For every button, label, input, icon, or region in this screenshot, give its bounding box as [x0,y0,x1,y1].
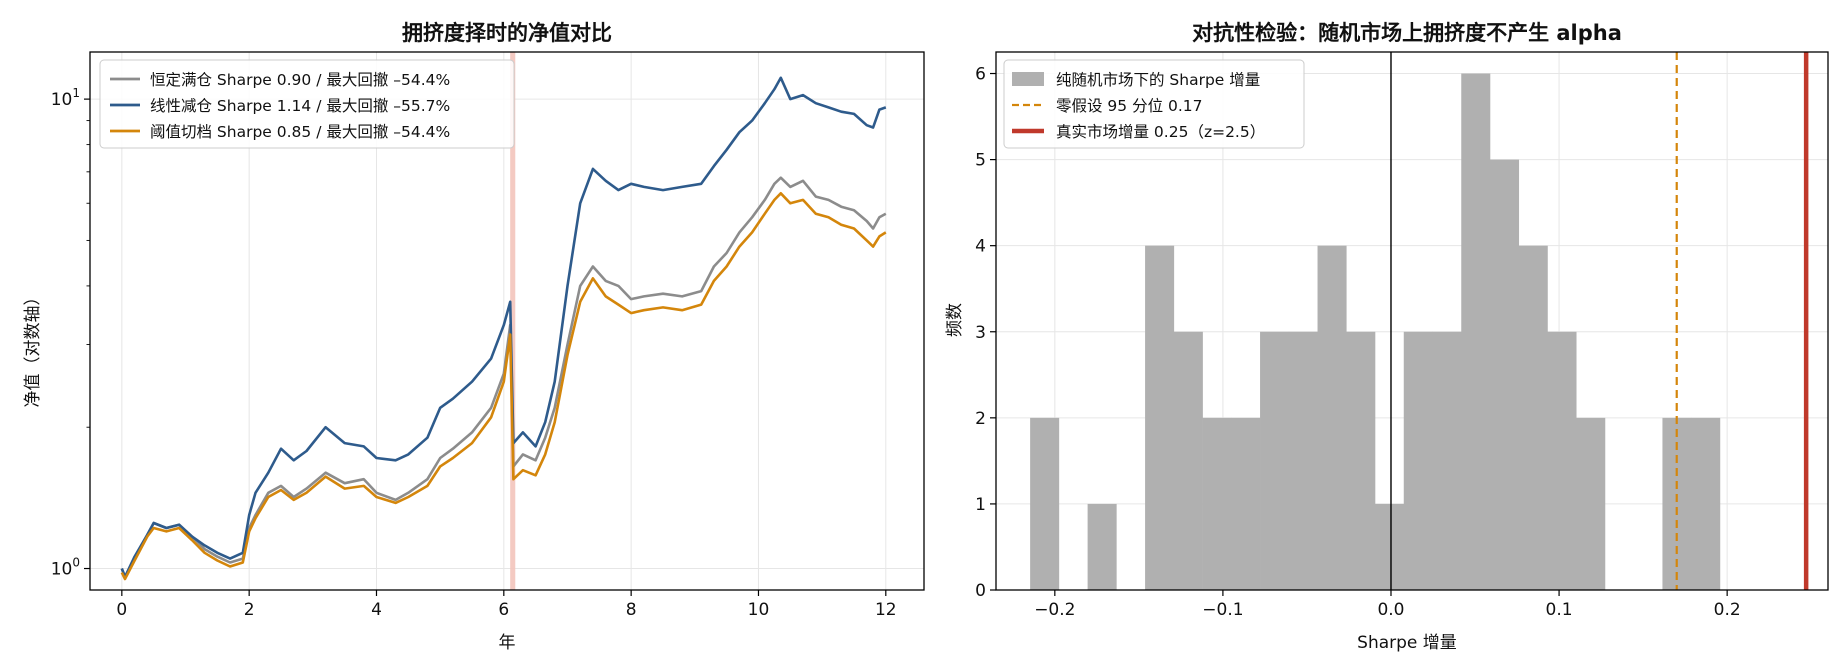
series-line-3 [120,192,887,581]
x-tick-label: 0.1 [1546,600,1573,620]
histogram-bar [1518,245,1548,590]
left-y-axis-label: 净值（对数轴） [23,289,43,408]
line-chart-panel: 0 2 4 6 8 10 12 100 101 拥挤度择时的净值对比 年 净值（对数轴） 恒定… [23,21,925,653]
x-tick-label: 6 [498,600,509,620]
right-y-ticks: 0 1 2 3 4 5 6 [975,65,996,601]
legend-label-2: 零假设 95 分位 0.17 [1056,97,1203,115]
histogram-bar [1173,331,1203,590]
histogram-bar [1489,159,1520,590]
x-tick-label: 0.2 [1714,600,1741,620]
y-tick-label: 5 [975,151,986,171]
histogram-bars [1030,73,1721,590]
left-chart-title: 拥挤度择时的净值对比 [402,21,612,45]
right-y-axis-label: 频数 [945,303,965,337]
histogram-bar [1030,417,1060,590]
left-highlight-band [510,52,516,590]
histogram-bar [1375,503,1405,590]
histogram-bar [1461,73,1491,590]
histogram-bar [1317,245,1347,590]
legend-label-3: 真实市场增量 0.25（z=2.5） [1056,123,1265,141]
right-x-axis-label: Sharpe 增量 [1357,633,1457,653]
legend-label-3: 阈值切档 Sharpe 0.85 / 最大回撤 –54.4% [150,123,450,141]
x-tick-label: 4 [371,600,382,620]
histogram-bar [1432,331,1462,590]
left-y-ticks: 100 101 [51,86,90,580]
legend-label-1: 纯随机市场下的 Sharpe 增量 [1056,71,1260,89]
histogram-bar [1576,417,1606,590]
crash-highlight-band [510,52,516,590]
histogram-bar [1288,331,1318,590]
y-tick-label: 1 [975,495,986,515]
histogram-bar [1403,331,1433,590]
y-tick-label: 6 [975,65,986,85]
left-legend: 恒定满仓 Sharpe 0.90 / 最大回撤 –54.4% 线性减仓 Sharp… [99,59,515,149]
x-tick-label: 10 [748,600,770,620]
histogram-bar [1231,417,1261,590]
y-tick-label: 3 [975,323,986,343]
y-tick-label: 4 [975,237,986,257]
y-tick-label: 0 [975,581,986,601]
x-tick-label: 12 [875,600,897,620]
reference-lines [1390,52,1809,590]
legend-label-1: 恒定满仓 Sharpe 0.90 / 最大回撤 –54.4% [150,71,450,89]
x-tick-label: −0.2 [1034,600,1075,620]
y-tick-label: 100 [51,556,80,580]
right-x-ticks: −0.2 −0.1 0.0 0.1 0.2 [1034,590,1741,620]
histogram-bar [1202,417,1232,590]
legend-swatch-histogram [1012,72,1044,86]
x-tick-label: 0.0 [1377,600,1404,620]
histogram-bar [1346,331,1376,590]
histogram-panel: −0.2 −0.1 0.0 0.1 0.2 0 1 2 3 4 5 6 对抗性检验：随机市场上拥挤度… [945,21,1829,653]
left-plot-frame [89,51,925,591]
x-tick-label: 2 [244,600,255,620]
left-series-lines [120,76,887,581]
histogram-bar [1260,331,1290,590]
legend-label-2: 线性减仓 Sharpe 1.14 / 最大回撤 –55.7% [150,97,450,115]
y-tick-label: 101 [51,86,80,110]
x-tick-label: 0 [116,600,127,620]
right-chart-title: 对抗性检验：随机市场上拥挤度不产生 alpha [1192,21,1622,45]
left-x-ticks: 0 2 4 6 8 10 12 [116,590,897,620]
histogram-bar [1087,503,1117,590]
y-tick-label: 2 [975,409,986,429]
histogram-bar [1145,245,1175,590]
histogram-bar [1691,417,1721,590]
histogram-bar [1547,331,1577,590]
left-x-axis-label: 年 [499,633,516,653]
left-legend-box [99,59,515,149]
right-plot-frame [995,51,1829,591]
x-tick-label: −0.1 [1202,600,1243,620]
right-legend-box [1003,59,1305,149]
x-tick-label: 8 [626,600,637,620]
